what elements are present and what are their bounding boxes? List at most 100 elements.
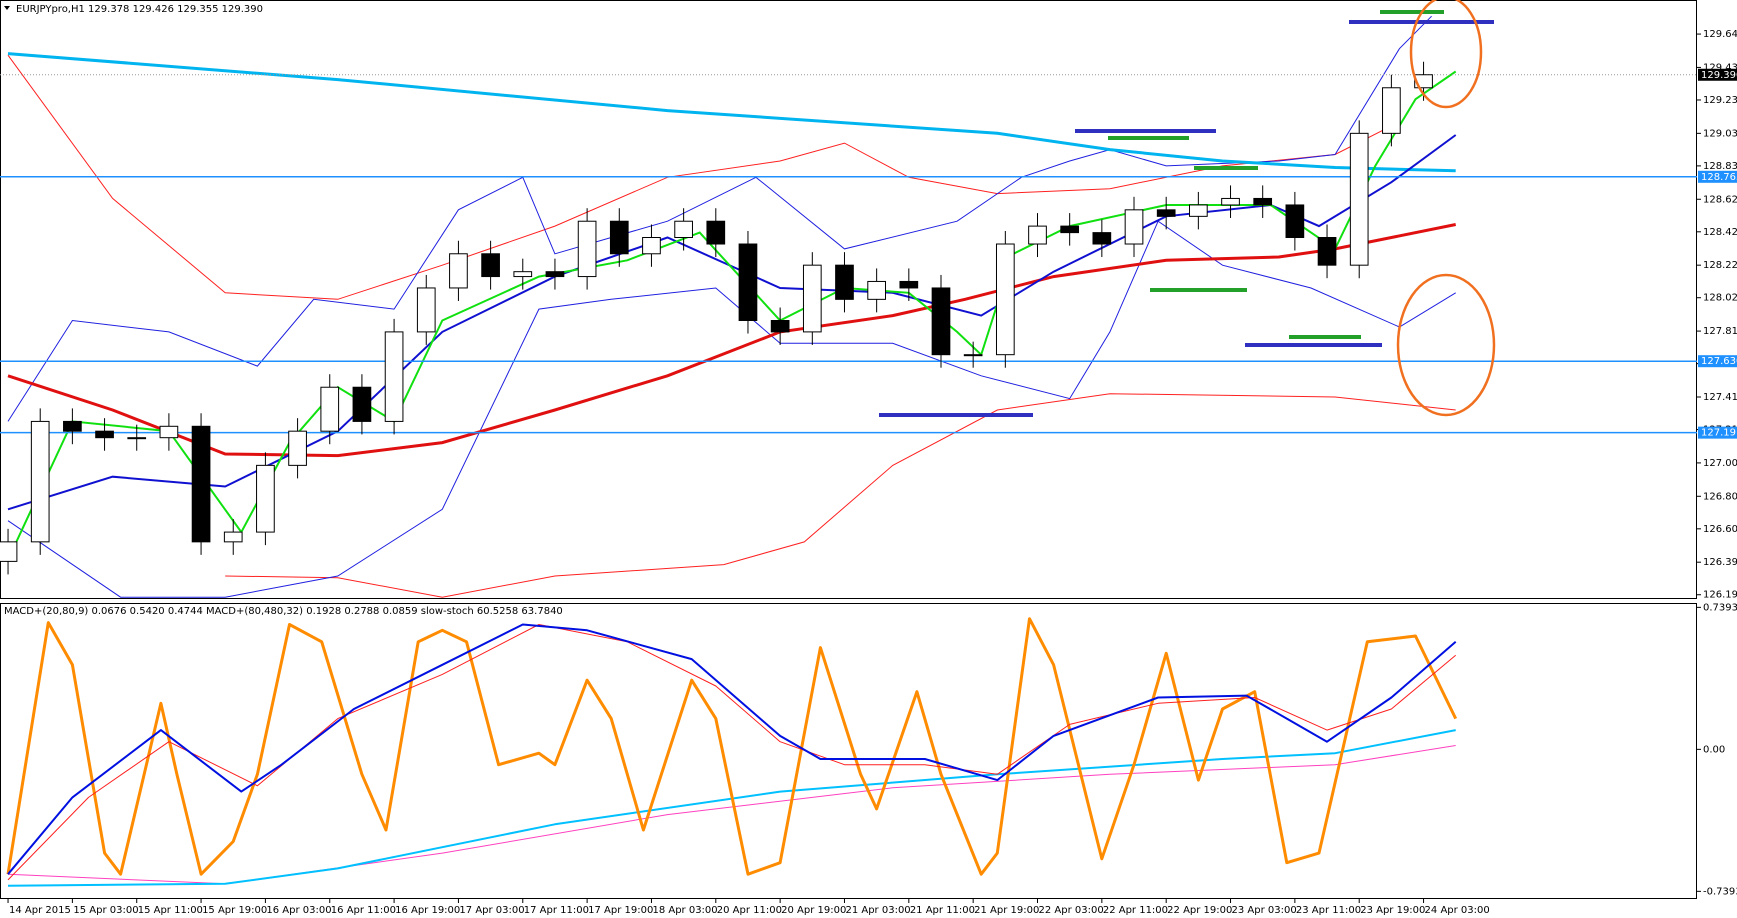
y-tick-label: 129.235: [1703, 95, 1737, 106]
y-tick-label: 128.625: [1703, 194, 1737, 205]
level-label: 128.763: [1701, 172, 1737, 183]
indicator-line: [6, 617, 1458, 876]
candle-body: [1382, 87, 1401, 134]
sub-pane-frame: [0, 603, 1697, 899]
y-tick-label: -0.7393: [1703, 886, 1737, 897]
candle-body: [127, 437, 147, 440]
x-tick-label: 15 Apr 19:00: [202, 905, 267, 916]
candle-body: [352, 386, 372, 422]
x-tick-label: 22 Apr 03:00: [1039, 905, 1104, 916]
level-label-box: [1698, 170, 1737, 183]
y-tick-label: 0.00: [1703, 744, 1725, 755]
candle-body: [577, 220, 597, 278]
x-tick-label: 21 Apr 03:00: [845, 905, 910, 916]
candle-body: [899, 280, 919, 289]
y-tick-label: 129.640: [1703, 29, 1737, 40]
indicator-line: [7, 624, 1457, 881]
candle-body: [1092, 232, 1112, 245]
indicator-line: [7, 729, 1456, 887]
candle-body: [0, 541, 18, 562]
y-tick-label: 126.195: [1703, 590, 1737, 601]
indicator-line: [225, 393, 1456, 598]
x-tick-label: 22 Apr 11:00: [1103, 905, 1168, 916]
y-tick-label: 128.020: [1703, 293, 1737, 304]
indicator-line: [7, 623, 1457, 875]
candle-body: [1028, 225, 1047, 245]
candle-body: [191, 425, 211, 543]
last-price-box: [1698, 68, 1737, 81]
y-tick-label: 128.425: [1703, 227, 1737, 238]
level-label: 127.630: [1701, 356, 1737, 367]
main-title: EURJPYpro,H1 129.378 129.426 129.355 129…: [16, 4, 263, 15]
y-tick-label: 126.395: [1703, 557, 1737, 568]
candle-body: [738, 243, 758, 322]
candle-body: [384, 331, 404, 422]
level-label-box: [1698, 355, 1737, 368]
candle-body: [1156, 209, 1176, 217]
candle-body: [609, 220, 629, 255]
candle-body: [545, 271, 565, 278]
x-tick-label: 22 Apr 19:00: [1167, 905, 1232, 916]
x-tick-label: 14 Apr 2015: [9, 905, 71, 916]
highlight-ellipse: [1409, 0, 1483, 109]
candle-body: [995, 243, 1015, 356]
level-label: 127.191: [1701, 428, 1737, 439]
x-tick-label: 18 Apr 03:00: [652, 905, 717, 916]
highlight-ellipse: [1396, 273, 1496, 417]
x-tick-label: 23 Apr 11:00: [1296, 905, 1361, 916]
candle-body: [30, 420, 50, 543]
x-tick-label: 16 Apr 19:00: [395, 905, 460, 916]
indicator-line: [7, 52, 1456, 173]
x-tick-label: 20 Apr 19:00: [781, 905, 846, 916]
candle-body: [1124, 209, 1144, 245]
candle-body: [320, 386, 340, 432]
y-tick-label: 128.220: [1703, 260, 1737, 271]
candle-body: [223, 531, 243, 543]
x-tick-label: 24 Apr 03:00: [1425, 905, 1490, 916]
candle-body: [1285, 204, 1305, 239]
candle-body: [1317, 237, 1337, 266]
x-tick-label: 17 Apr 11:00: [524, 905, 589, 916]
main-layer: 129.640 129.435 129.235 129.030 128.830 128.6…: [0, 15, 1737, 601]
x-tick-label: 23 Apr 03:00: [1232, 905, 1297, 916]
x-tick-label: 17 Apr 19:00: [588, 905, 653, 916]
candle-body: [95, 430, 114, 439]
y-tick-label: 127.410: [1703, 392, 1737, 403]
candle-body: [63, 420, 82, 432]
candle-body: [513, 271, 533, 278]
candle-body: [481, 253, 500, 278]
candle-body: [449, 253, 468, 289]
indicator-line: [7, 223, 1456, 458]
candle-body: [416, 287, 436, 333]
y-tick-label: 127.005: [1703, 458, 1737, 469]
candle-body: [931, 287, 951, 356]
indicator-line: [7, 745, 1456, 885]
x-tick-label: 17 Apr 03:00: [459, 905, 524, 916]
y-tick-label: 128.830: [1703, 161, 1737, 172]
candle-body: [256, 464, 275, 533]
indicator-line: [7, 54, 1400, 300]
x-tick-label: 23 Apr 19:00: [1360, 905, 1425, 916]
candle-body: [1253, 197, 1273, 206]
menu-arrow[interactable]: [4, 6, 10, 10]
y-tick-label: 126.600: [1703, 524, 1737, 535]
x-tick-label: 15 Apr 11:00: [138, 905, 203, 916]
x-tick-label: 20 Apr 11:00: [717, 905, 782, 916]
x-tick-label: 21 Apr 11:00: [910, 905, 975, 916]
x-tick-label: 16 Apr 11:00: [331, 905, 396, 916]
candle-body: [1060, 225, 1080, 234]
candle-body: [963, 354, 983, 357]
candle-body: [867, 280, 886, 300]
y-tick-label: 126.800: [1703, 491, 1737, 502]
x-tick-label: 16 Apr 03:00: [266, 905, 331, 916]
annotations: [879, 0, 1496, 417]
candle-body: [706, 220, 726, 245]
x-tick-label: 21 Apr 19:00: [974, 905, 1039, 916]
x-tick-label: 15 Apr 03:00: [73, 905, 138, 916]
candle-body: [642, 237, 661, 255]
y-tick-label: 129.435: [1703, 62, 1737, 73]
sub-title: MACD+(20,80,9) 0.0676 0.5420 0.4744 MACD…: [4, 606, 563, 617]
level-label-box: [1698, 426, 1737, 439]
